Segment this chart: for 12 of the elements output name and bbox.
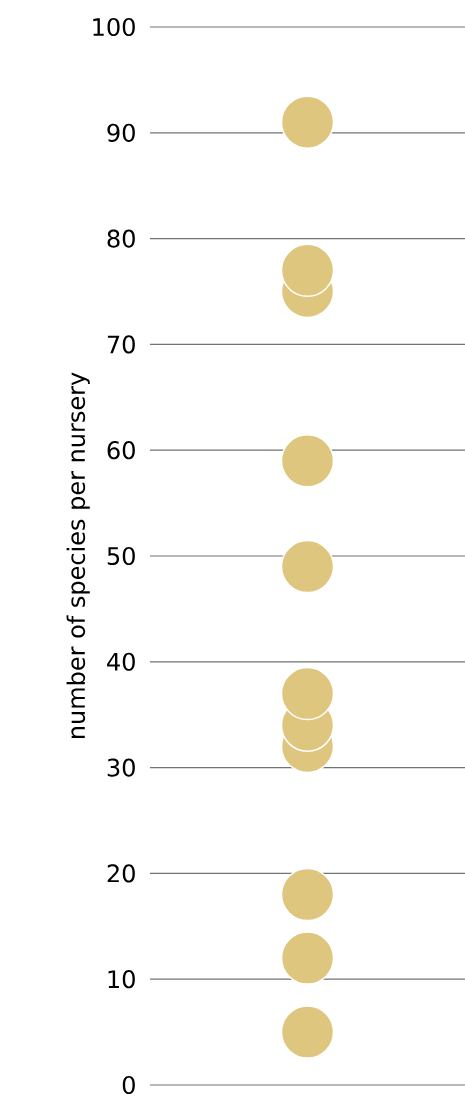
y-tick-label: 20: [107, 864, 135, 883]
y-tick-label: 70: [107, 335, 135, 354]
y-axis-title: number of species per nursery: [66, 372, 90, 739]
y-tick-label: 0: [122, 1075, 135, 1095]
y-tick-label: 90: [107, 123, 135, 142]
y-tick-label: 60: [107, 441, 135, 460]
y-tick-label: 50: [107, 546, 135, 566]
y-tick-label: 80: [107, 229, 135, 248]
y-tick-label: 40: [107, 652, 135, 671]
y-tick-label: 10: [108, 970, 135, 989]
y-tick-label: 30: [107, 758, 135, 777]
y-tick-label: 100: [93, 17, 135, 37]
